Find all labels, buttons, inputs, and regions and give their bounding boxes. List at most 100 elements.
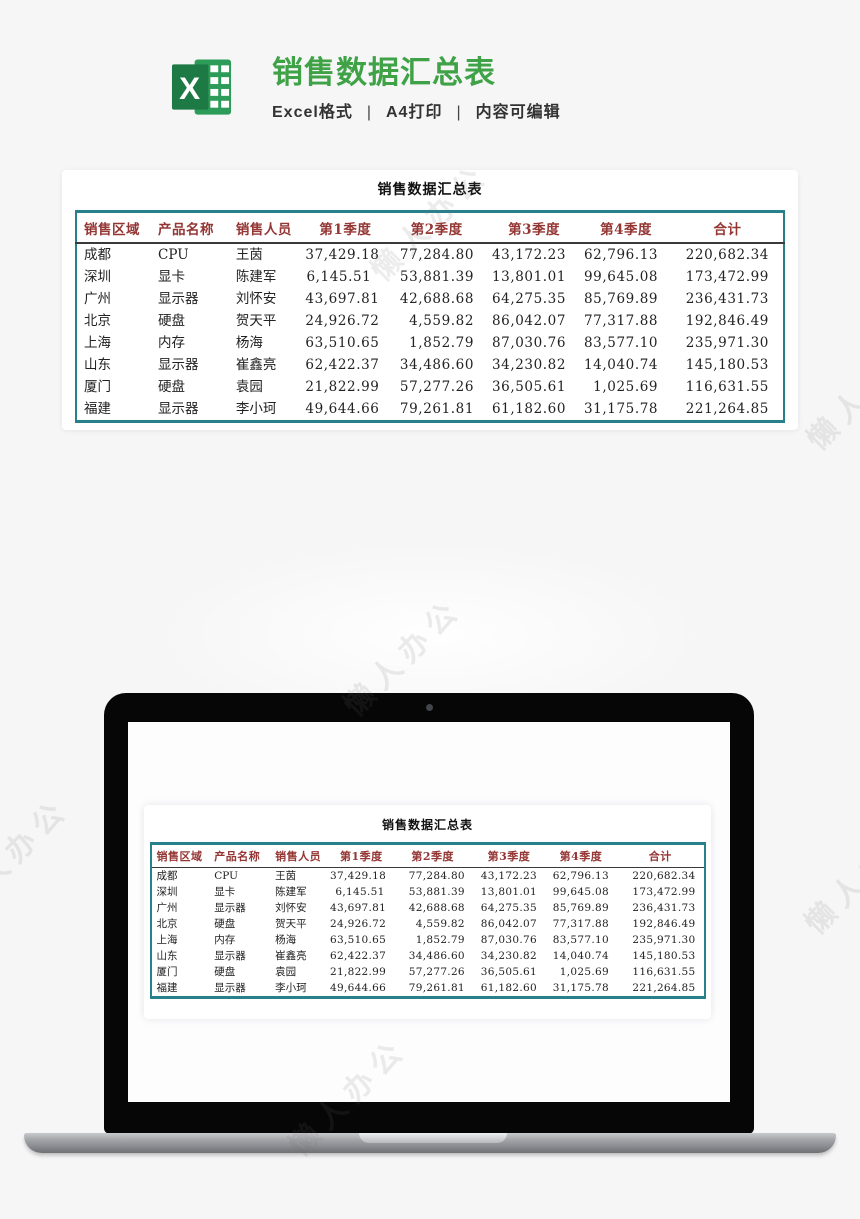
feature-editable: 内容可编辑	[475, 104, 561, 121]
table-cell: 13,801.01	[480, 886, 537, 898]
table-row: 厦门 硬盘 袁园 21,822.99 57,277.26 36,505.61 1,025.6…	[151, 964, 705, 980]
table-cell: 34,486.60	[399, 357, 475, 373]
table-cell: 34,230.82	[491, 357, 567, 373]
column-header: 第1季度	[305, 211, 386, 244]
sales-table: 销售区域 产品名称 销售人员 第1季度 第2季度 第3季度 第4季度 合计 成都 CPU 王茵 37…	[75, 210, 785, 423]
table-cell: 86,042.07	[491, 313, 567, 329]
table-cell: 87,030.76	[480, 934, 537, 946]
table-cell: 31,175.78	[552, 982, 609, 994]
table-cell: 4,559.82	[409, 313, 475, 329]
table-row: 福建 显示器 李小珂 49,644.66 79,261.81 61,182.60 31,17…	[76, 398, 784, 422]
column-header: 第4季度	[580, 211, 673, 244]
header-text-block: 销售数据汇总表 Excel格式 | A4打印 | 内容可编辑	[272, 55, 561, 122]
table-row: 广州 显示器 刘怀安 43,697.81 42,688.68 64,275.35 85,76…	[151, 900, 705, 916]
table-cell: 贺天平	[235, 313, 277, 329]
laptop-sheet-title: 销售数据汇总表	[381, 818, 473, 832]
feature-a4-print: A4打印	[385, 104, 443, 121]
table-cell: 43,697.81	[329, 902, 387, 914]
table-cell: 85,769.89	[552, 902, 609, 914]
table-cell: 显示器	[214, 902, 246, 914]
table-cell: 57,277.26	[399, 379, 475, 395]
table-cell: 61,182.60	[491, 401, 567, 417]
table-cell: 杨海	[235, 335, 263, 351]
table-row: 成都 CPU 王茵 37,429.18 77,284.80 43,172.23 62,796…	[76, 243, 784, 266]
table-cell: 硬盘	[158, 379, 186, 395]
table-cell: 山东	[84, 357, 111, 373]
table-cell: 厦门	[156, 966, 178, 978]
table-cell: 43,172.23	[480, 870, 537, 882]
table-row: 山东 显示器 崔鑫亮 62,422.37 34,486.60 34,230.82 14,04…	[76, 354, 784, 376]
table-cell: 42,688.68	[399, 291, 475, 307]
table-cell: 42,688.68	[408, 902, 465, 914]
table-cell: 内存	[214, 934, 236, 946]
table-cell: 袁园	[235, 379, 263, 395]
table-row: 深圳 显卡 陈建军 6,145.51 53,881.39 13,801.01 99,645.…	[76, 266, 784, 288]
column-header: 销售人员	[228, 211, 306, 244]
table-row: 福建 显示器 李小珂 49,644.66 79,261.81 61,182.60 31,17…	[151, 980, 705, 998]
table-cell: 24,926.72	[329, 918, 387, 930]
table-body: 成都 CPU 王茵 37,429.18 77,284.80 43,172.23 62,796…	[151, 868, 705, 998]
column-header: 产品名称	[209, 843, 271, 868]
column-header: 第2季度	[385, 211, 489, 244]
table-cell: 53,881.39	[399, 269, 475, 285]
table-cell: 显卡	[214, 886, 236, 898]
feature-excel-format: Excel格式	[272, 104, 353, 121]
table-cell: 李小珂	[235, 401, 277, 417]
table-cell: 62,796.13	[552, 870, 609, 882]
table-cell: 192,846.49	[685, 313, 769, 329]
table-cell: 北京	[156, 918, 178, 930]
table-cell: 6,145.51	[335, 886, 385, 898]
table-body: 成都 CPU 王茵 37,429.18 77,284.80 43,172.23 62,796…	[76, 243, 784, 422]
table-cell: 116,631.55	[685, 379, 769, 395]
table-cell: 36,505.61	[491, 379, 567, 395]
table-cell: 福建	[84, 401, 111, 417]
subtitle-separator: |	[456, 104, 462, 121]
table-cell: 1,852.79	[409, 335, 475, 351]
table-cell: 1,852.79	[415, 934, 465, 946]
table-cell: 43,697.81	[305, 291, 380, 307]
table-cell: 深圳	[156, 886, 178, 898]
laptop-base-notch	[359, 1133, 507, 1143]
table-cell: 77,284.80	[399, 247, 475, 263]
table-cell: 深圳	[84, 269, 111, 285]
table-cell: 硬盘	[214, 966, 236, 978]
table-cell: 14,040.74	[583, 357, 659, 373]
table-row: 上海 内存 杨海 63,510.65 1,852.79 87,030.76 83,577.1…	[151, 932, 705, 948]
table-cell: 显示器	[158, 357, 199, 373]
table-cell: 厦门	[84, 379, 111, 395]
table-row: 厦门 硬盘 袁园 21,822.99 57,277.26 36,505.61 1,025.6…	[76, 376, 784, 398]
table-cell: 21,822.99	[329, 966, 387, 978]
table-row: 北京 硬盘 贺天平 24,926.72 4,559.82 86,042.07 77,317.…	[151, 916, 705, 932]
table-cell: 1,025.69	[559, 966, 609, 978]
excel-icon: X	[170, 57, 233, 117]
table-cell: 硬盘	[214, 918, 236, 930]
table-cell: 221,264.85	[632, 982, 696, 994]
table-cell: 显示器	[214, 982, 246, 994]
table-cell: 6,145.51	[306, 269, 372, 285]
table-cell: 21,822.99	[305, 379, 380, 395]
table-cell: CPU	[158, 247, 189, 263]
table-cell: 62,796.13	[583, 247, 659, 263]
table-cell: 北京	[84, 313, 111, 329]
table-cell: 83,577.10	[583, 335, 659, 351]
table-cell: 36,505.61	[480, 966, 537, 978]
table-cell: 袁园	[275, 966, 297, 978]
table-cell: 173,472.99	[685, 269, 769, 285]
table-cell: 杨海	[275, 934, 297, 946]
page-title: 销售数据汇总表	[272, 55, 496, 90]
table-cell: 刘怀安	[275, 902, 307, 914]
table-cell: 236,431.73	[685, 291, 769, 307]
column-header: 第2季度	[392, 843, 473, 868]
table-cell: 上海	[84, 335, 111, 351]
table-header-row: 销售区域 产品名称 销售人员 第1季度 第2季度 第3季度 第4季度 合计	[150, 843, 705, 868]
table-cell: 显示器	[158, 291, 199, 307]
laptop-base	[24, 1133, 836, 1153]
table-cell: 86,042.07	[480, 918, 537, 930]
table-row: 广州 显示器 刘怀安 43,697.81 42,688.68 64,275.35 85,76…	[76, 288, 784, 310]
table-cell: 63,510.65	[305, 335, 380, 351]
column-header: 第4季度	[544, 843, 617, 868]
table-cell: 14,040.74	[552, 950, 609, 962]
table-cell: 硬盘	[158, 313, 186, 329]
column-header: 产品名称	[151, 211, 229, 244]
table-cell: 64,275.35	[480, 902, 537, 914]
